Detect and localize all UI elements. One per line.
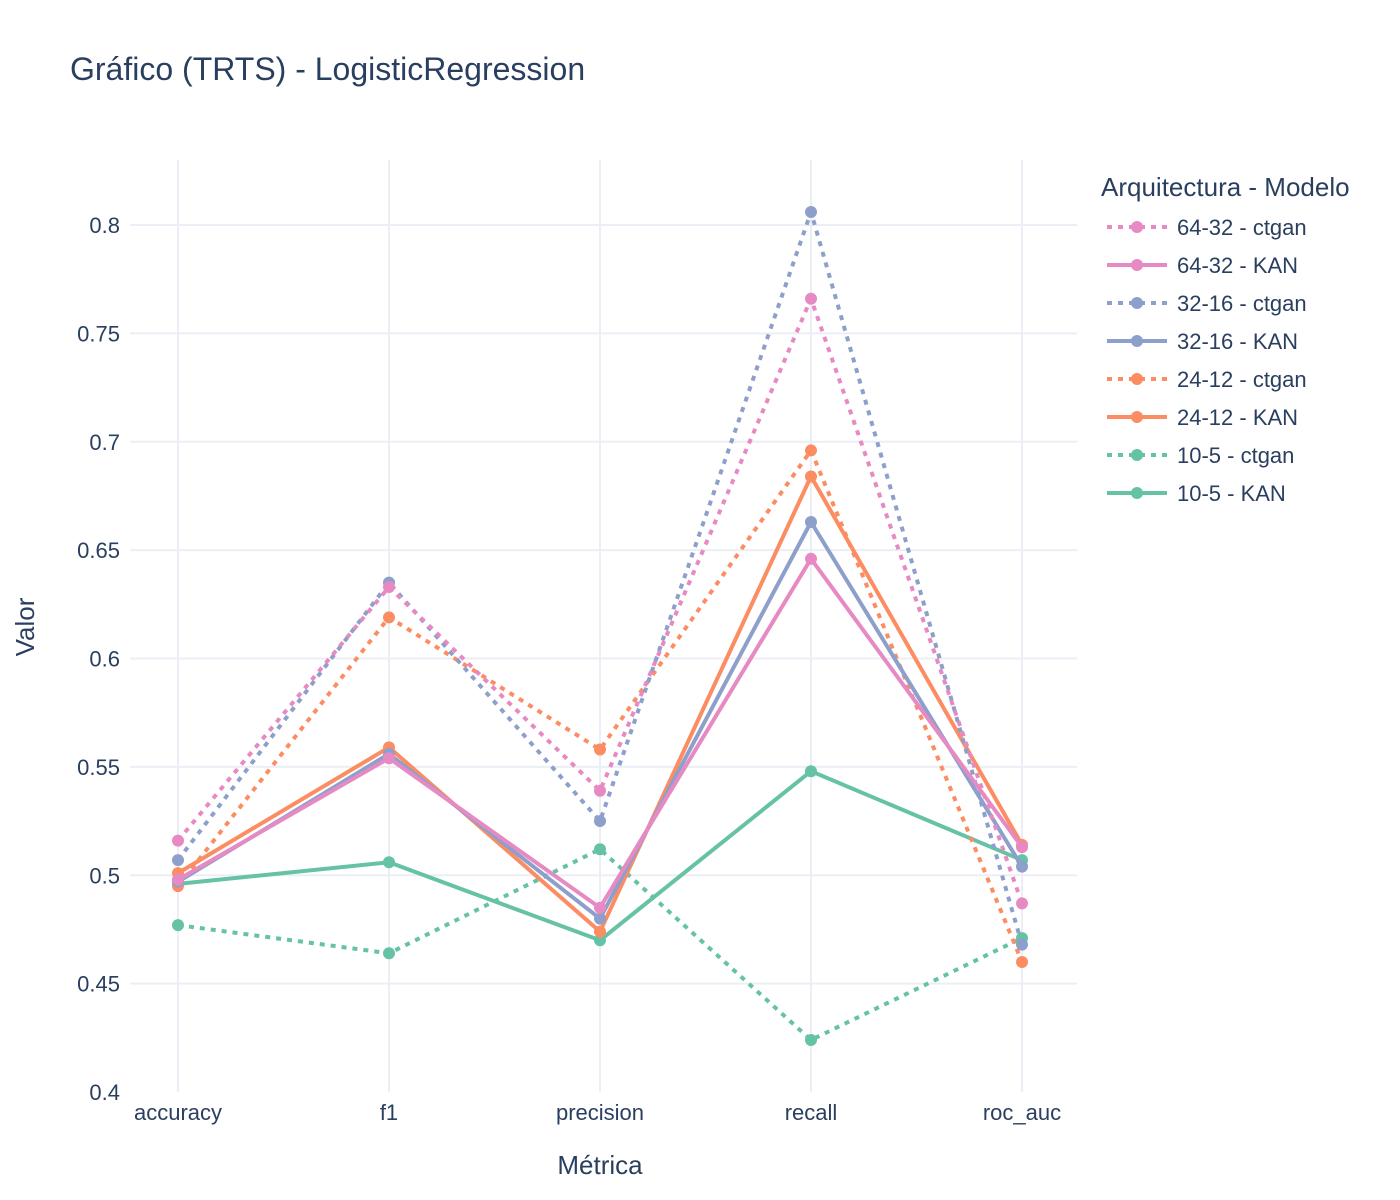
data-point <box>805 765 817 778</box>
data-point <box>594 934 606 947</box>
legend-swatch-marker <box>1131 335 1143 347</box>
x-axis-title: Métrica <box>557 1150 643 1180</box>
plot-area <box>172 206 1028 1046</box>
data-point <box>383 947 395 960</box>
legend-label: 32-16 - ctgan <box>1177 291 1307 316</box>
y-axis: 0.4 0.45 0.5 0.55 0.6 0.65 0.7 0.75 0.8 <box>77 213 120 1105</box>
data-point <box>1016 938 1028 951</box>
y-tick-label: 0.5 <box>89 863 120 888</box>
data-point <box>805 292 817 305</box>
legend-item: 32-16 - KAN <box>1107 329 1298 354</box>
y-tick-label: 0.7 <box>89 430 120 455</box>
legend-swatch-marker <box>1131 297 1143 309</box>
legend-swatch-marker <box>1131 259 1143 271</box>
data-point <box>594 901 606 914</box>
data-point <box>383 752 395 765</box>
data-point <box>1016 860 1028 873</box>
x-tick-label: precision <box>556 1100 644 1125</box>
grid <box>130 160 1077 1092</box>
data-point <box>805 206 817 219</box>
x-tick-label: f1 <box>380 1100 398 1125</box>
data-point <box>172 873 184 886</box>
data-point <box>805 1033 817 1046</box>
x-tick-label: roc_auc <box>983 1100 1061 1125</box>
data-point <box>805 552 817 565</box>
legend-label: 64-32 - KAN <box>1177 253 1298 278</box>
legend-swatch-marker <box>1131 487 1143 499</box>
series-64-32-kan <box>172 552 1028 914</box>
y-tick-label: 0.8 <box>89 213 120 238</box>
data-point <box>594 912 606 925</box>
y-tick-label: 0.75 <box>77 321 120 346</box>
legend-label: 10-5 - KAN <box>1177 481 1286 506</box>
data-point <box>383 611 395 624</box>
data-point <box>172 834 184 847</box>
legend-label: 32-16 - KAN <box>1177 329 1298 354</box>
legend-item: 64-32 - KAN <box>1107 253 1298 278</box>
legend-label: 64-32 - ctgan <box>1177 215 1307 240</box>
y-tick-label: 0.65 <box>77 538 120 563</box>
data-point <box>594 925 606 938</box>
data-point <box>1016 955 1028 968</box>
data-point <box>172 854 184 867</box>
data-point <box>805 470 817 483</box>
x-tick-label: recall <box>785 1100 838 1125</box>
x-tick-label: accuracy <box>134 1100 222 1125</box>
legend-item: 10-5 - ctgan <box>1107 443 1294 468</box>
data-point <box>1016 841 1028 854</box>
legend-item: 32-16 - ctgan <box>1107 291 1307 316</box>
y-tick-label: 0.55 <box>77 755 120 780</box>
data-point <box>1016 897 1028 910</box>
legend-item: 10-5 - KAN <box>1107 481 1286 506</box>
data-point <box>805 444 817 457</box>
data-point <box>172 919 184 932</box>
chart-title: Gráfico (TRTS) - LogisticRegression <box>70 51 585 87</box>
y-axis-title: Valor <box>10 597 40 656</box>
series-64-32-ctgan <box>172 292 1028 910</box>
y-tick-label: 0.45 <box>77 972 120 997</box>
data-point <box>383 580 395 593</box>
y-tick-label: 0.6 <box>89 647 120 672</box>
legend-item: 64-32 - ctgan <box>1107 215 1307 240</box>
legend-swatch-marker <box>1131 221 1143 233</box>
y-tick-label: 0.4 <box>89 1080 120 1105</box>
legend-swatch-marker <box>1131 449 1143 461</box>
legend: Arquitectura - Modelo 64-32 - ctgan 64-32… <box>1101 172 1350 506</box>
legend-label: 24-12 - ctgan <box>1177 367 1307 392</box>
series-line <box>176 210 1024 946</box>
data-point <box>805 515 817 528</box>
x-axis: accuracy f1 precision recall roc_auc <box>134 1100 1061 1125</box>
data-point <box>594 784 606 797</box>
legend-swatch-marker <box>1131 373 1143 385</box>
legend-swatch-marker <box>1131 411 1143 423</box>
legend-title: Arquitectura - Modelo <box>1101 172 1350 202</box>
legend-item: 24-12 - ctgan <box>1107 367 1307 392</box>
data-point <box>383 856 395 869</box>
legend-label: 24-12 - KAN <box>1177 405 1298 430</box>
data-point <box>594 843 606 856</box>
legend-item: 24-12 - KAN <box>1107 405 1298 430</box>
data-point <box>594 743 606 756</box>
data-point <box>594 815 606 828</box>
legend-label: 10-5 - ctgan <box>1177 443 1294 468</box>
